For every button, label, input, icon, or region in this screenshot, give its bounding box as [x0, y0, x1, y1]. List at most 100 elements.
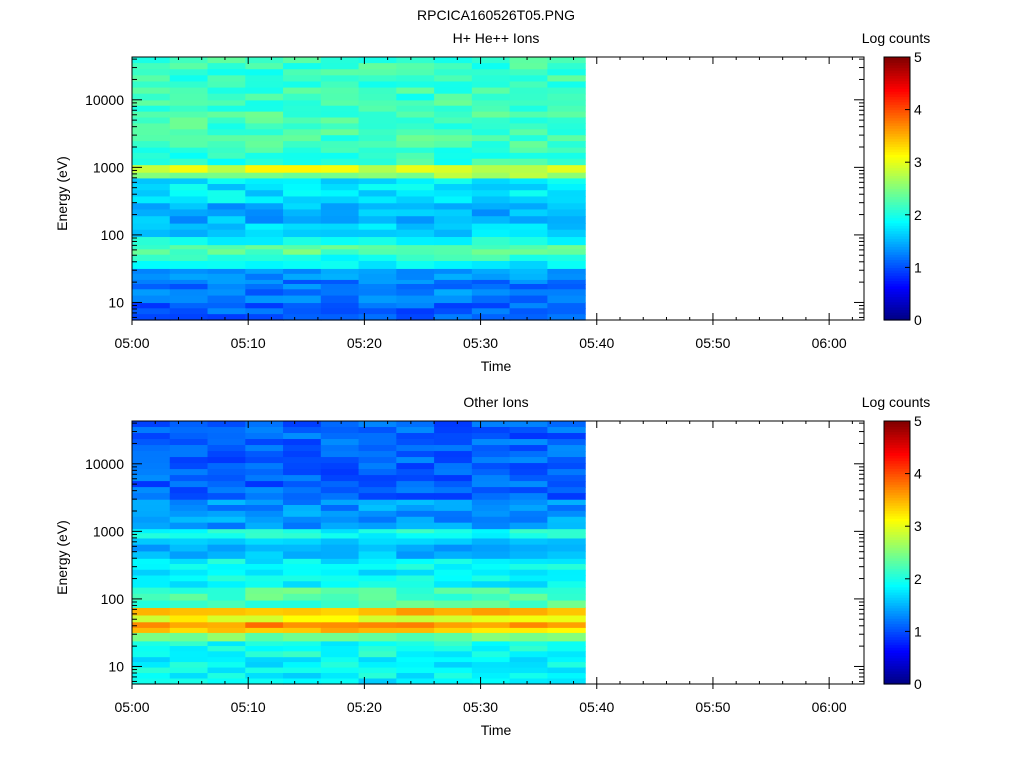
heatmap-cell [358, 563, 397, 571]
heatmap-cell [471, 481, 511, 488]
heatmap-cell [434, 216, 473, 224]
heatmap-cell [396, 223, 435, 231]
heatmap-cell [358, 551, 397, 559]
heatmap-cell [245, 268, 284, 275]
colorbar-strip [884, 662, 910, 667]
heatmap-cell [245, 141, 284, 148]
heatmap-cell [169, 147, 209, 154]
heatmap-cell [509, 678, 548, 685]
heatmap-cell [509, 184, 548, 191]
heatmap-cell [396, 445, 435, 452]
heatmap-cell [283, 678, 322, 685]
colorbar-strip [884, 156, 910, 161]
heatmap-cell [283, 614, 322, 623]
heatmap-cell [509, 551, 548, 559]
heatmap-cell [169, 99, 209, 107]
heatmap-cell [471, 544, 511, 553]
heatmap-cell [132, 439, 171, 446]
colorbar-strip [884, 602, 910, 606]
colorbar-strip [884, 72, 910, 77]
heatmap-cell [283, 123, 322, 130]
heatmap-cell [509, 164, 548, 173]
colorbar-strip [884, 135, 910, 140]
heatmap-cell [509, 528, 548, 534]
heatmap-cell [358, 678, 397, 685]
heatmap-cell [547, 533, 586, 539]
heatmap-cell [396, 117, 435, 124]
heatmap-cell [169, 632, 209, 642]
heatmap-cell [396, 593, 435, 602]
heatmap-cell [471, 288, 511, 297]
heatmap-cell [358, 152, 397, 160]
heatmap-cell [132, 510, 171, 518]
heatmap-cell [245, 621, 284, 628]
heatmap-cell [207, 177, 246, 185]
heatmap-cell [396, 69, 435, 76]
heatmap-cell [396, 81, 435, 89]
heatmap-cell [245, 111, 284, 119]
heatmap-cell [169, 87, 209, 95]
heatmap-cell [132, 244, 171, 250]
heatmap-cell [207, 607, 246, 616]
heatmap-cell [245, 505, 284, 512]
colorbar-strip [884, 196, 910, 200]
heatmap-cell [169, 627, 209, 633]
heatmap-cell [547, 87, 586, 95]
heatmap-cell [245, 551, 284, 559]
heatmap-cell [358, 117, 397, 124]
heatmap-cell [509, 117, 548, 124]
heatmap-cell [358, 469, 397, 476]
heatmap-cell [320, 57, 360, 64]
heatmap-cell [320, 475, 360, 482]
colorbar-strip [884, 499, 910, 504]
heatmap-cell [547, 81, 586, 89]
colorbar-strip [884, 80, 910, 84]
heatmap-cell [396, 158, 435, 166]
colorbar-strip [884, 586, 910, 590]
heatmap-cell [207, 172, 246, 179]
colorbar-strip [884, 657, 910, 661]
heatmap-cell [283, 439, 322, 446]
heatmap-cell [358, 510, 397, 518]
colorbar-strip [884, 304, 910, 308]
heatmap-cell [547, 117, 586, 124]
heatmap-cell [283, 607, 322, 616]
heatmap-cell [547, 216, 586, 224]
heatmap-cell [471, 123, 511, 130]
colorbar-strip [884, 59, 910, 63]
heatmap-cell [245, 667, 284, 674]
colorbar-strip [884, 235, 910, 240]
heatmap-cell [358, 505, 397, 512]
heatmap-cell [547, 457, 586, 464]
heatmap-cell [396, 152, 435, 160]
colorbar-tick-label: 0 [914, 312, 922, 328]
heatmap-cell [434, 673, 473, 680]
heatmap-cell [207, 499, 246, 506]
heatmap-cell [509, 481, 548, 488]
heatmap-cell [169, 445, 209, 452]
heatmap-cell [245, 487, 284, 494]
colorbar-strip [884, 510, 910, 514]
heatmap-cell [283, 177, 322, 185]
colorbar-strip [884, 678, 910, 682]
heatmap-cell [245, 656, 284, 663]
heatmap-cell [169, 63, 209, 70]
heatmap-cell [471, 216, 511, 224]
colorbar-strip [884, 293, 910, 297]
heatmap-cell [320, 656, 360, 663]
heatmap-cell [471, 563, 511, 571]
heatmap-cell [169, 308, 209, 315]
heatmap-cell [434, 158, 473, 166]
heatmap-cell [396, 177, 435, 185]
heatmap-cell [132, 105, 171, 113]
heatmap-cell [471, 469, 511, 476]
colorbar-strip [884, 449, 910, 454]
heatmap-cell [169, 123, 209, 130]
heatmap-cell [132, 123, 171, 130]
heatmap-cell [245, 646, 284, 652]
heatmap-cell [132, 551, 171, 559]
heatmap-cell [547, 57, 586, 64]
colorbar-strip [884, 125, 910, 129]
heatmap-cell [509, 593, 548, 602]
heatmap-cell [283, 621, 322, 628]
